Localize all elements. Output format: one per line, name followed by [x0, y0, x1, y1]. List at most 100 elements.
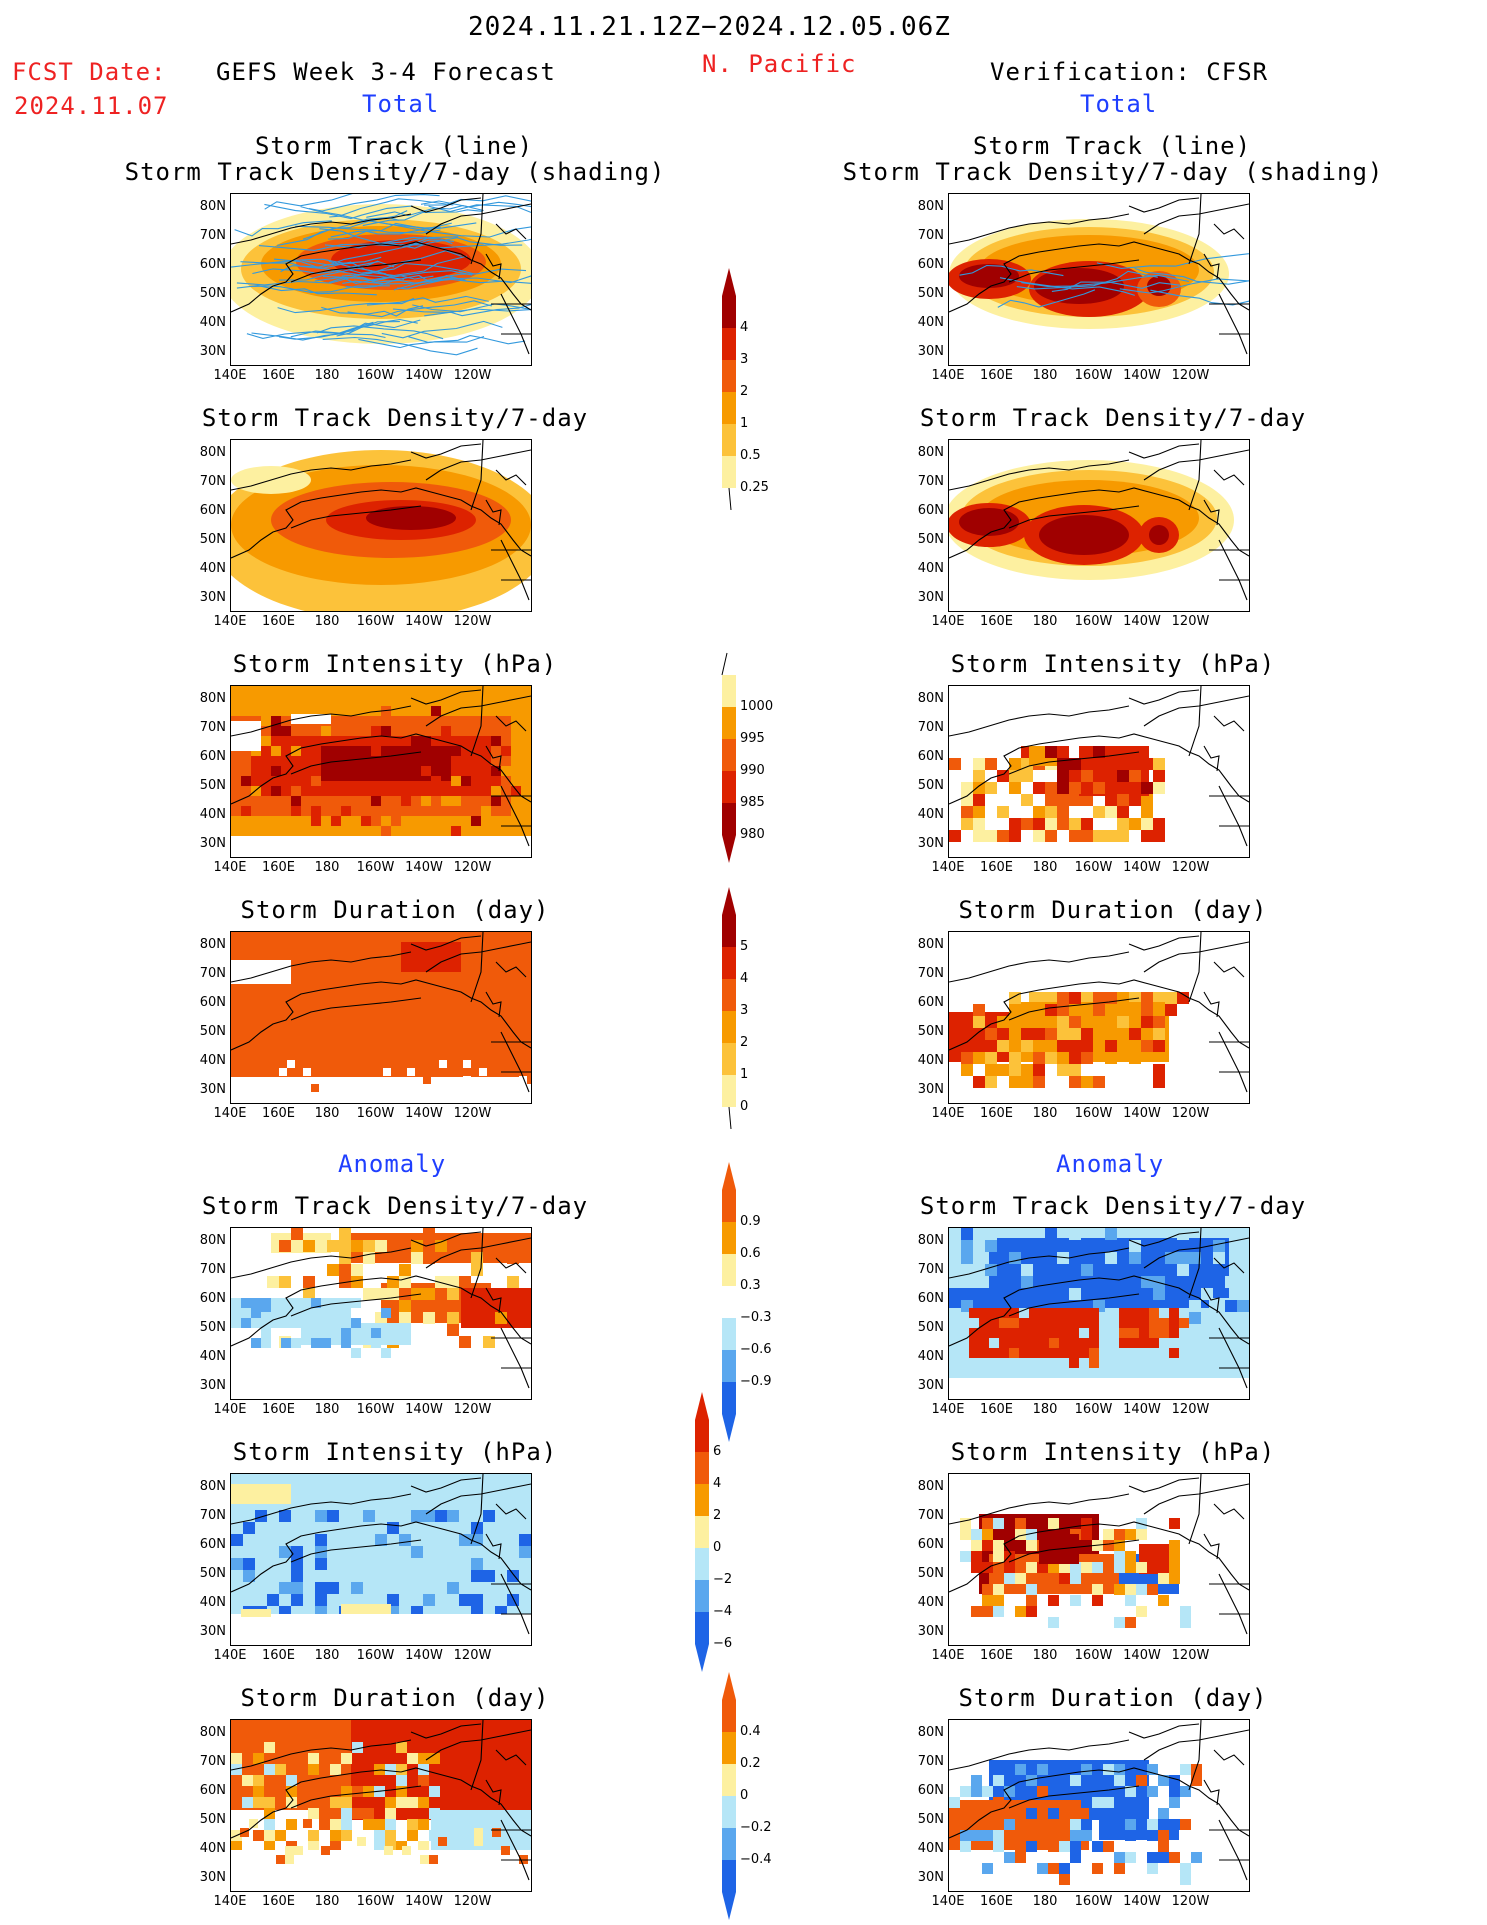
shade-cell-37	[451, 756, 461, 766]
shade-cell-108	[993, 1830, 1004, 1841]
intensity-anom-colorbar-bottom-arrow	[695, 1644, 709, 1672]
shade-cell-31	[1119, 1328, 1129, 1338]
shade-cell-82	[982, 1786, 993, 1797]
shade-cell-3	[1057, 992, 1069, 1004]
shade-cell-115	[471, 1558, 483, 1570]
coastline-1	[1008, 1785, 1140, 1809]
shade-cell-65	[997, 830, 1009, 842]
shade-cell-51	[327, 1240, 339, 1252]
shade-cell-27	[321, 1328, 331, 1338]
density-anom-colorbar-label: 0.9	[740, 1214, 761, 1229]
shade-cell-69	[973, 794, 985, 806]
lat-label: 50N	[199, 532, 226, 547]
lat-label: 80N	[199, 937, 226, 952]
shade-cell-16	[463, 1060, 471, 1068]
coastline-1	[1008, 1293, 1140, 1317]
shade-cell-5	[491, 766, 501, 776]
shade-cell-54	[1070, 1595, 1081, 1606]
intensity-total-colorbar-segment-1	[722, 707, 736, 739]
coastline-2	[1143, 941, 1249, 973]
shade-cell-4	[1141, 806, 1153, 818]
shade-cell-103	[341, 1830, 352, 1841]
lon-label: 140E	[213, 1648, 247, 1663]
right-duration-anom-panel-svg	[949, 1720, 1249, 1885]
coastline-0	[949, 979, 1249, 1051]
intensity-anom-colorbar	[695, 1392, 709, 1672]
shade-cell-109	[1045, 830, 1057, 842]
duration-total-colorbar-segment-4	[722, 1043, 736, 1075]
storm-track-5	[959, 264, 1064, 277]
shade-cell-118	[387, 1522, 399, 1534]
shade-cell-100	[396, 1786, 407, 1797]
storm-track-22	[393, 268, 527, 291]
intensity-total-colorbar	[721, 652, 736, 863]
shade-cell-2	[303, 1068, 311, 1076]
lat-label: 40N	[199, 1053, 226, 1068]
shade-cell-9	[491, 736, 501, 746]
lon-label: 180	[314, 368, 340, 383]
shade-cell-26	[261, 1328, 271, 1338]
shade-cell-87	[1059, 1562, 1070, 1573]
shade-cell-80	[1103, 1808, 1114, 1819]
lat-label: 80N	[917, 445, 944, 460]
shade-cell-67	[1037, 1775, 1048, 1786]
lon-label: 160E	[979, 1106, 1014, 1121]
shade-cell-50	[1069, 1288, 1081, 1300]
density-anom-colorbar-top-arrow	[722, 1162, 736, 1190]
lon-label: 140W	[405, 1648, 443, 1663]
lon-label: 180	[314, 614, 340, 629]
coastline-5	[1188, 440, 1202, 511]
shade-cell-95	[1057, 818, 1069, 830]
coastline-4	[231, 1493, 412, 1525]
coastline-4	[231, 1247, 412, 1279]
coastline-3	[1128, 1231, 1200, 1247]
storm-track-38	[302, 210, 408, 240]
shade-cell-72	[441, 726, 451, 736]
left-duration-title: Storm Duration (day)	[240, 896, 550, 924]
coastline-10	[485, 1287, 502, 1314]
shade-cell-0	[321, 746, 461, 781]
coastline-2	[425, 941, 531, 973]
coastline-10	[485, 253, 502, 280]
shade-cell-107	[1004, 1786, 1015, 1797]
shade-cell-77	[985, 1240, 997, 1252]
right-intensity-panel-svg	[949, 686, 1249, 847]
shade-cell-48	[423, 1252, 435, 1264]
coastline-10	[485, 1533, 502, 1560]
shade-cell-106	[231, 1570, 243, 1582]
lon-label: 180	[1032, 1402, 1058, 1417]
lon-label: 160W	[1074, 1402, 1113, 1417]
lat-label: 60N	[917, 749, 944, 764]
shade-cell-35	[1147, 1863, 1158, 1874]
shade-cell-105	[1026, 1529, 1037, 1540]
shade-cell-6	[381, 1348, 391, 1358]
shade-cell-49	[435, 1522, 447, 1534]
shade-cell-18	[276, 1855, 285, 1864]
density-total-colorbar-label: 0.25	[740, 480, 769, 495]
coastline-4	[949, 459, 1130, 491]
lon-label: 160E	[261, 614, 296, 629]
shade-cell-5	[982, 1518, 993, 1529]
shade-cell-25	[1129, 1240, 1141, 1252]
lat-label: 60N	[917, 1537, 944, 1552]
lon-label: 120W	[1171, 1648, 1210, 1663]
density-total-colorbar-label: 3	[740, 352, 749, 367]
coastline-1	[1008, 259, 1140, 283]
shade-cell-5	[255, 1060, 263, 1068]
shade-cell-20	[481, 806, 491, 816]
shade-cell-0	[1057, 746, 1069, 758]
shade-cell-26	[1158, 1573, 1169, 1584]
shade-cell-81	[1093, 992, 1105, 1004]
lat-label: 80N	[917, 1725, 944, 1740]
coastline-0	[231, 1521, 531, 1593]
lon-label: 120W	[1171, 1106, 1210, 1121]
shade-cell-43	[339, 1240, 351, 1252]
shade-cell-7	[993, 1775, 1004, 1786]
intensity-total-colorbar-label: 980	[740, 827, 765, 842]
shade-cell-21	[407, 1797, 418, 1808]
coastline-9	[1213, 1749, 1245, 1766]
shade-cell-101	[982, 1606, 993, 1617]
shade-cell-99	[1114, 1863, 1125, 1874]
shade-cell-122	[418, 1797, 429, 1808]
storm-track-12	[322, 336, 478, 356]
